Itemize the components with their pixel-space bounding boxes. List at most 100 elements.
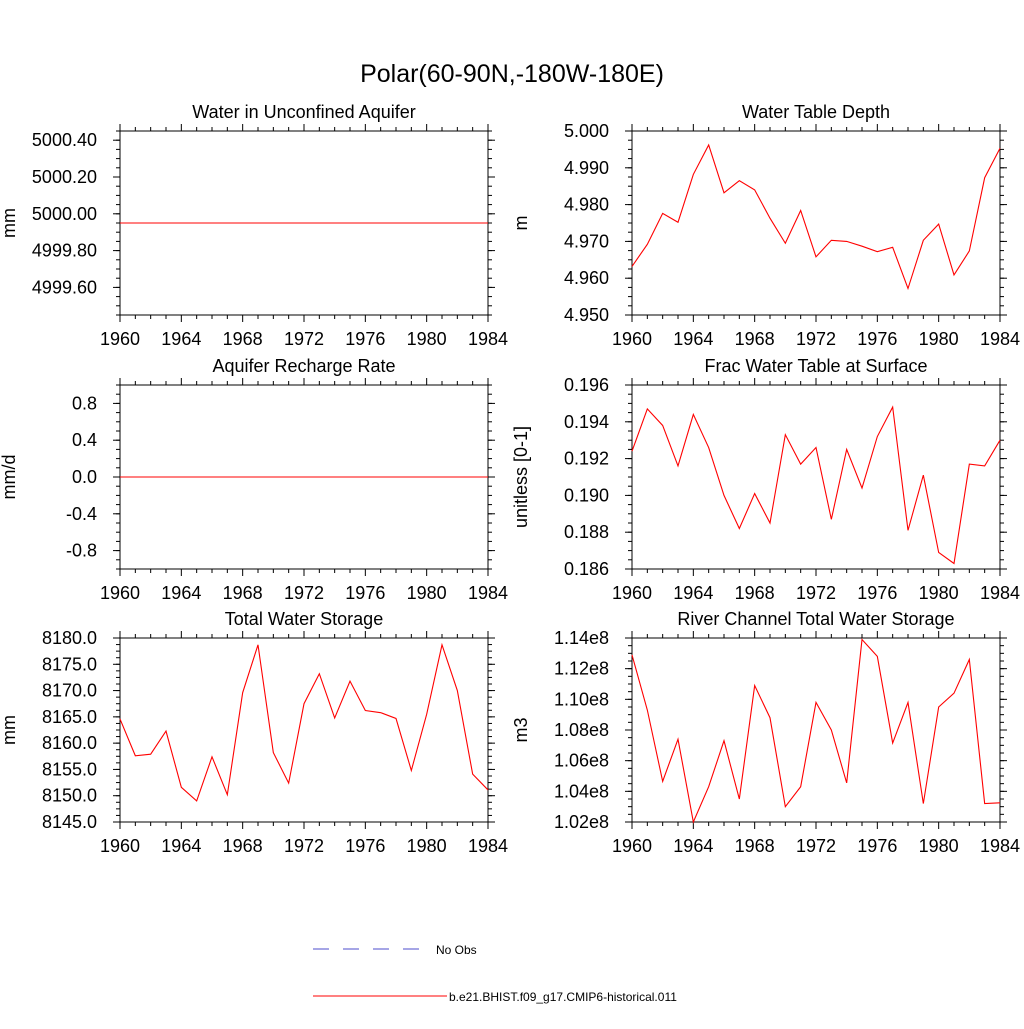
y-tick-label: 1.14e8 [554,628,609,648]
y-tick-label: 0.0 [72,467,97,487]
x-tick-label: 1964 [673,583,713,603]
x-tick-label: 1976 [345,329,385,349]
x-tick-label: 1980 [407,329,447,349]
y-tick-label: 4.970 [564,231,609,251]
panel-title: Water Table Depth [742,102,890,122]
y-tick-label: 8160.0 [42,733,97,753]
x-tick-label: 1980 [407,836,447,856]
x-tick-label: 1972 [796,583,836,603]
x-tick-label: 1976 [857,583,897,603]
x-tick-label: 1980 [919,329,959,349]
y-tick-label: -0.8 [66,541,97,561]
legend: No Obs b.e21.BHIST.f09_g17.CMIP6-historic… [313,943,677,1004]
panel-4: Frac Water Table at Surface unitless [0-1… [511,356,1020,603]
x-tick-label: 1960 [100,583,140,603]
x-tick-label: 1960 [612,583,652,603]
x-tick-label: 1968 [223,329,263,349]
x-tick-label: 1972 [284,836,324,856]
y-tick-label: 8150.0 [42,786,97,806]
y-axis-label: m3 [511,717,531,742]
y-tick-label: 5.000 [564,121,609,141]
plot-frame [631,384,1001,570]
x-tick-label: 1972 [796,329,836,349]
y-tick-label: 0.194 [564,412,609,432]
x-tick-label: 1964 [673,329,713,349]
x-tick-label: 1960 [612,329,652,349]
x-tick-label: 1972 [796,836,836,856]
series-line [631,638,1001,824]
panel-5: Total Water Storage mm 1960 1964 1968 1972 197… [0,609,508,856]
y-tick-label: 1.10e8 [554,689,609,709]
y-tick-label: 8180.0 [42,628,97,648]
plot-frame [631,130,1001,316]
plot-frame [631,637,1001,823]
y-tick-label: 1.12e8 [554,659,609,679]
panel-title: Total Water Storage [225,609,383,629]
y-tick-label: 1.04e8 [554,781,609,801]
tick-marks [625,378,1007,576]
x-tick-label: 1976 [345,583,385,603]
y-tick-label: 4.950 [564,305,609,325]
x-tick-label: 1984 [468,583,508,603]
x-tick-label: 1960 [100,329,140,349]
x-tick-label: 1980 [919,583,959,603]
x-tick-label: 1984 [980,583,1020,603]
x-tick-label: 1972 [284,329,324,349]
panel-title: Frac Water Table at Surface [704,356,927,376]
y-tick-label: -0.4 [66,504,97,524]
y-tick-label: 0.190 [564,485,609,505]
x-tick-label: 1980 [919,836,959,856]
x-tick-label: 1984 [468,836,508,856]
y-tick-label: 5000.00 [32,204,97,224]
series-line [119,642,489,802]
y-tick-label: 0.192 [564,449,609,469]
x-tick-label: 1972 [284,583,324,603]
panel-title: Aquifer Recharge Rate [212,356,395,376]
y-tick-label: 8155.0 [42,759,97,779]
y-axis-label: mm/d [0,455,19,500]
y-tick-label: 4.960 [564,268,609,288]
x-tick-label: 1964 [161,583,201,603]
x-tick-label: 1984 [468,329,508,349]
x-tick-label: 1984 [980,329,1020,349]
panel-title: River Channel Total Water Storage [677,609,954,629]
y-tick-label: 1.08e8 [554,720,609,740]
y-tick-label: 1.02e8 [554,812,609,832]
panel-3: Aquifer Recharge Rate mm/d 1960 1964 1968 197… [0,356,508,603]
x-tick-label: 1976 [857,329,897,349]
tick-marks [625,124,1007,322]
tick-marks [625,631,1007,829]
y-axis-label: mm [0,208,19,238]
x-tick-label: 1968 [735,836,775,856]
y-tick-label: 4.980 [564,195,609,215]
y-tick-label: 4.990 [564,158,609,178]
x-tick-label: 1984 [980,836,1020,856]
y-tick-label: 5000.20 [32,167,97,187]
tick-marks [113,631,495,829]
x-tick-label: 1964 [161,836,201,856]
tick-marks [113,124,495,322]
x-tick-label: 1968 [735,329,775,349]
y-tick-label: 8175.0 [42,654,97,674]
y-tick-label: 5000.40 [32,130,97,150]
x-tick-label: 1964 [673,836,713,856]
y-tick-label: 8165.0 [42,707,97,727]
y-tick-label: 8145.0 [42,812,97,832]
y-axis-label: mm [0,715,19,745]
x-tick-label: 1960 [100,836,140,856]
x-tick-label: 1968 [223,583,263,603]
x-tick-label: 1980 [407,583,447,603]
y-tick-label: 1.06e8 [554,751,609,771]
figure-title: Polar(60-90N,-180W-180E) [360,60,664,88]
tick-marks [113,378,495,576]
panel-2: Water Table Depth m 1960 1964 1968 1972 1976 19… [511,102,1020,349]
y-tick-label: 0.196 [564,375,609,395]
y-tick-label: 0.188 [564,522,609,542]
y-tick-label: 8170.0 [42,681,97,701]
series-line [631,143,1001,291]
y-tick-label: 4999.60 [32,277,97,297]
x-tick-label: 1976 [345,836,385,856]
